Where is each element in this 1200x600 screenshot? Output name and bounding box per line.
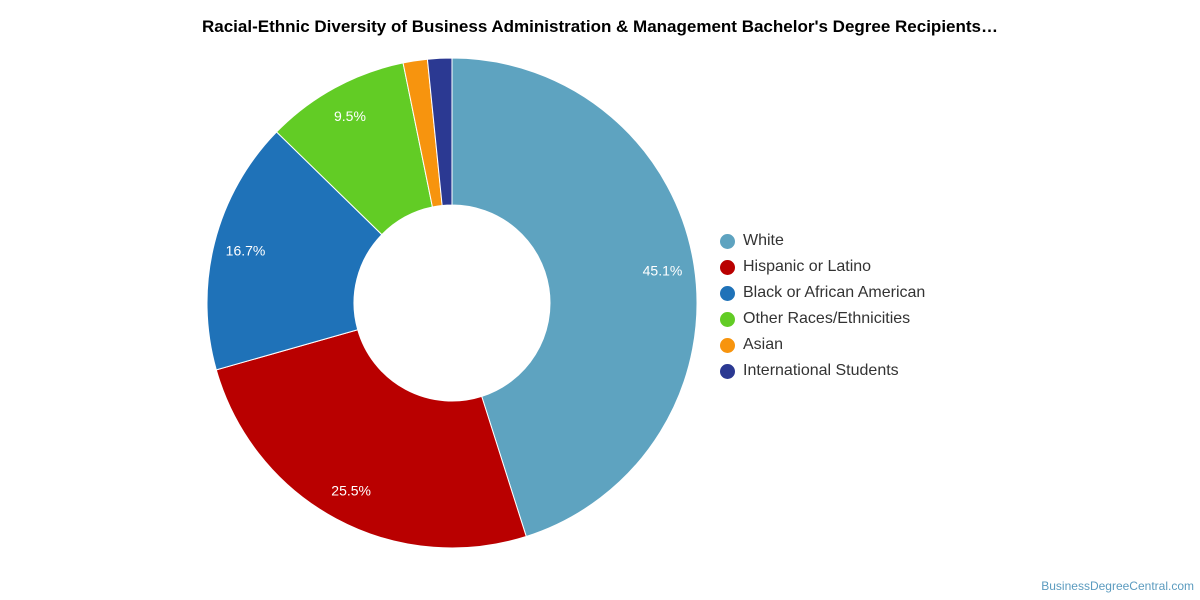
data-label-hispanic-or-latino: 25.5% xyxy=(331,483,371,499)
chart-legend: White Hispanic or Latino Black or Africa… xyxy=(720,228,925,384)
data-label-other-races-ethnicities: 9.5% xyxy=(334,108,366,124)
legend-item-white[interactable]: White xyxy=(720,228,925,254)
legend-swatch-white xyxy=(720,233,735,249)
legend-swatch-hispanic-or-latino xyxy=(720,259,735,275)
legend-swatch-asian xyxy=(720,337,735,353)
data-label-white: 45.1% xyxy=(643,262,683,278)
legend-item-asian[interactable]: Asian xyxy=(720,332,925,358)
donut-slice-hispanic-or-latino[interactable] xyxy=(215,329,527,549)
legend-label-black-or-african-american: Black or African American xyxy=(743,284,926,301)
legend-label-asian: Asian xyxy=(743,336,784,353)
legend-label-hispanic-or-latino: Hispanic or Latino xyxy=(743,258,872,275)
legend-swatch-black-or-african-american xyxy=(720,285,735,301)
data-label-black-or-african-american: 16.7% xyxy=(226,243,266,259)
legend-label-other-races-ethnicities: Other Races/Ethnicities xyxy=(743,310,911,327)
legend-item-black-or-african-american[interactable]: Black or African American xyxy=(720,280,925,306)
legend-item-other-races-ethnicities[interactable]: Other Races/Ethnicities xyxy=(720,306,925,332)
legend-label-white: White xyxy=(743,232,784,249)
watermark: BusinessDegreeCentral.com xyxy=(1041,579,1194,593)
legend-label-international-students: International Students xyxy=(743,362,899,379)
legend-item-international-students[interactable]: International Students xyxy=(720,358,925,384)
legend-item-hispanic-or-latino[interactable]: Hispanic or Latino xyxy=(720,254,925,280)
donut-slice-black-or-african-american[interactable] xyxy=(206,131,383,371)
donut-slice-white[interactable] xyxy=(451,57,698,538)
donut-slice-international-students[interactable] xyxy=(426,57,453,207)
legend-swatch-other-races-ethnicities xyxy=(720,311,735,327)
legend-swatch-international-students xyxy=(720,363,735,379)
chart-title: Racial-Ethnic Diversity of Business Admi… xyxy=(201,17,998,36)
